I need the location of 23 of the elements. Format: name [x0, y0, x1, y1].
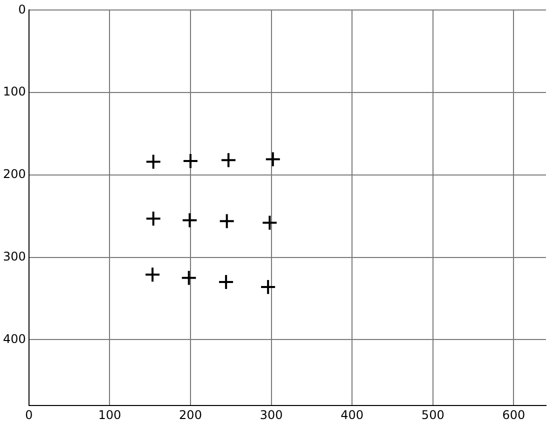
point [264, 151, 281, 168]
y-tick-label: 100 [3, 84, 26, 99]
y-tick-label: 400 [3, 332, 26, 346]
point [145, 154, 162, 170]
x-tick-label: 100 [98, 408, 122, 422]
point [180, 270, 197, 286]
point [182, 152, 198, 169]
y-tick-label: 0 [18, 2, 26, 16]
point [218, 213, 235, 230]
y-tick-label: 300 [3, 249, 26, 264]
point [145, 210, 162, 227]
x-tick-label: 500 [421, 408, 444, 422]
point [260, 278, 276, 295]
point [218, 274, 234, 290]
point [262, 214, 278, 231]
point [144, 266, 161, 283]
x-tick-label: 400 [340, 408, 364, 422]
point [182, 212, 198, 228]
x-tick-label: 300 [260, 408, 283, 422]
y-tick-label: 200 [3, 167, 26, 182]
point [220, 152, 236, 168]
x-tick-label: 200 [179, 408, 202, 422]
x-tick-label: 600 [502, 408, 526, 422]
